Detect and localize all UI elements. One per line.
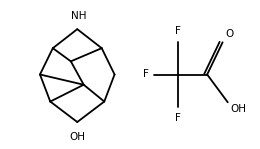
Text: F: F: [175, 27, 180, 37]
Text: OH: OH: [69, 132, 85, 142]
Text: F: F: [144, 69, 149, 80]
Text: NH: NH: [71, 11, 86, 21]
Text: O: O: [225, 29, 233, 39]
Text: F: F: [175, 112, 180, 122]
Text: OH: OH: [230, 104, 246, 114]
